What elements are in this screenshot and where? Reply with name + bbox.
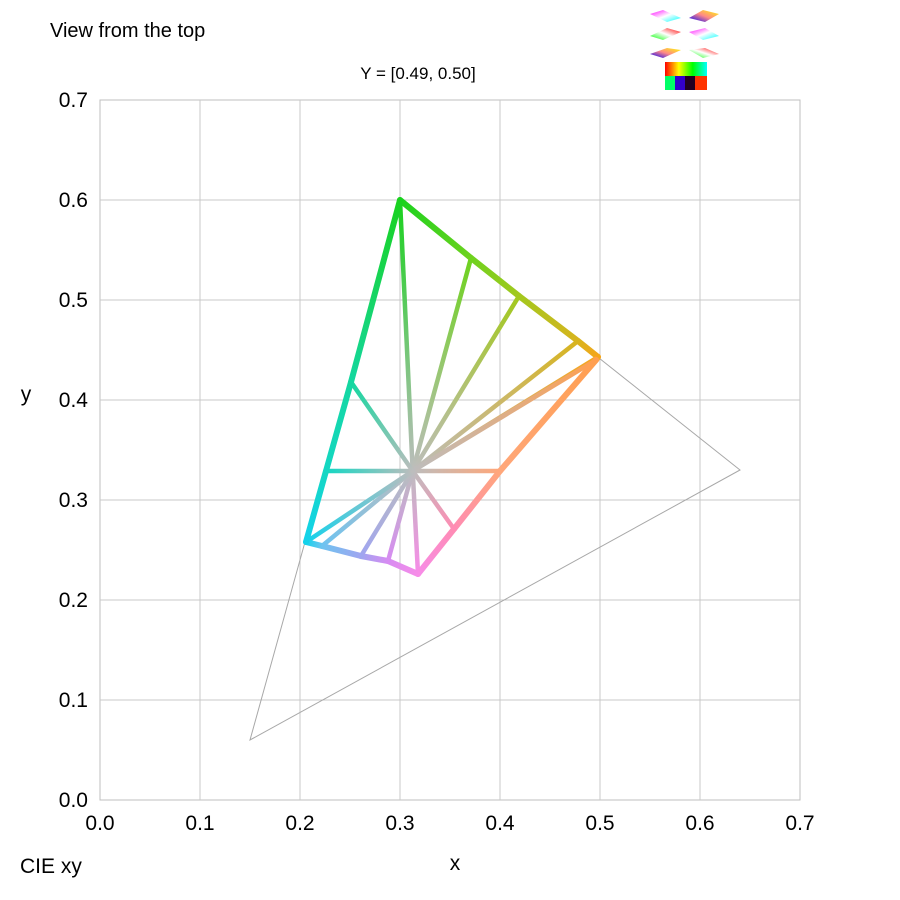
spoke-line bbox=[397, 197, 415, 474]
spoke-line bbox=[358, 468, 415, 559]
x-tick-label: 0.1 bbox=[185, 812, 214, 835]
boundary-edge bbox=[468, 255, 522, 299]
spoke-line bbox=[410, 357, 599, 474]
y-tick-label: 0.7 bbox=[59, 89, 88, 112]
gamut-boundary bbox=[303, 197, 601, 577]
x-tick-label: 0.4 bbox=[485, 812, 515, 835]
boundary-edge bbox=[397, 197, 474, 261]
view-thumbnails-icon[interactable] bbox=[645, 8, 725, 94]
spoke-line bbox=[303, 468, 415, 545]
grid-lines bbox=[99, 99, 801, 801]
boundary-edge bbox=[358, 553, 391, 564]
spoke-line bbox=[410, 468, 457, 532]
boundary-edge bbox=[516, 293, 581, 344]
white-point-spokes bbox=[303, 197, 601, 577]
y-tick-label: 0.6 bbox=[59, 189, 88, 212]
color-space-label: CIE xy bbox=[20, 855, 82, 878]
x-tick-labels: 0.0 0.1 0.2 0.3 0.4 0.5 0.6 0.7 bbox=[85, 812, 814, 835]
boundary-edge bbox=[575, 338, 601, 360]
spoke-line bbox=[348, 379, 415, 474]
x-tick-label: 0.3 bbox=[385, 812, 414, 835]
x-tick-label: 0.0 bbox=[85, 812, 114, 835]
spoke-line bbox=[410, 293, 522, 474]
y-tick-label: 0.2 bbox=[59, 589, 88, 612]
view-label: View from the top bbox=[50, 20, 206, 42]
y-tick-label: 0.3 bbox=[59, 489, 88, 512]
spoke-line bbox=[410, 338, 581, 474]
y-tick-label: 0.4 bbox=[59, 389, 89, 412]
y-tick-label: 0.0 bbox=[59, 789, 88, 812]
spoke-line bbox=[385, 468, 415, 564]
y-tick-label: 0.5 bbox=[59, 289, 88, 312]
boundary-edge bbox=[497, 357, 599, 474]
boundary-edge bbox=[319, 543, 364, 559]
boundary-edge bbox=[415, 526, 457, 577]
boundary-edge bbox=[385, 558, 421, 577]
spoke-line bbox=[410, 468, 421, 577]
y-tick-labels: 0.0 0.1 0.2 0.3 0.4 0.5 0.6 0.7 bbox=[59, 89, 89, 812]
boundary-edge bbox=[303, 468, 329, 545]
boundary-edge bbox=[451, 468, 503, 532]
x-tick-label: 0.6 bbox=[685, 812, 714, 835]
y-axis-label: y bbox=[21, 383, 32, 406]
x-tick-label: 0.7 bbox=[785, 812, 814, 835]
y-tick-label: 0.1 bbox=[59, 689, 88, 712]
x-axis-label: x bbox=[450, 852, 461, 875]
plot-frame bbox=[99, 99, 801, 801]
boundary-edge bbox=[348, 197, 403, 385]
x-tick-label: 0.5 bbox=[585, 812, 614, 835]
spoke-line bbox=[410, 255, 474, 474]
boundary-edge bbox=[323, 379, 354, 474]
chart-subtitle: Y = [0.49, 0.50] bbox=[360, 64, 475, 83]
x-tick-label: 0.2 bbox=[285, 812, 314, 835]
